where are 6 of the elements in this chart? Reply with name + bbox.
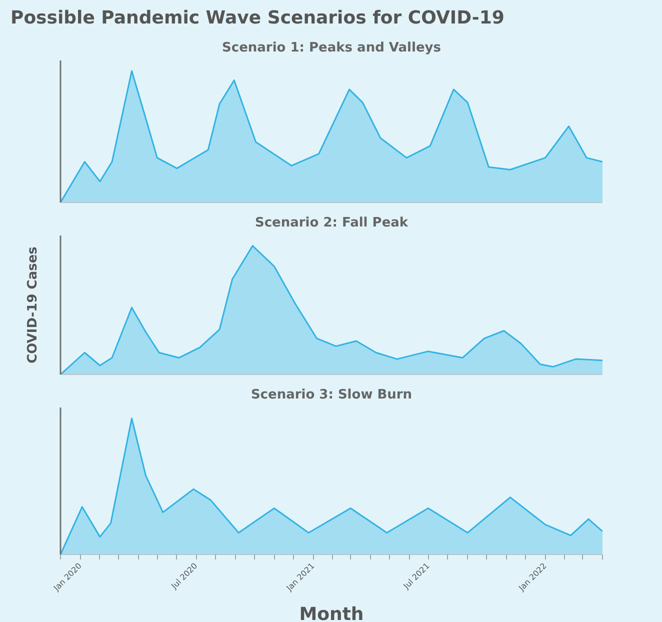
x-axis-title: Month (299, 604, 364, 622)
chart-subtitle: Scenario 2: Fall Peak (254, 216, 408, 230)
y-axis-title: COVID-19 Cases (26, 246, 40, 364)
chart-subtitle: Scenario 1: Peaks and Valleys (222, 40, 442, 56)
chart-title: Possible Pandemic Wave Scenarios for COVID-19 (10, 8, 504, 28)
chart-subtitle: Scenario 3: Slow Burn (250, 388, 412, 402)
